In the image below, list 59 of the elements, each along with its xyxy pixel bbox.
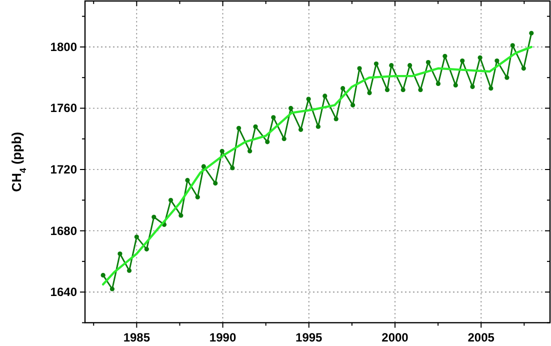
point bbox=[134, 234, 139, 240]
point bbox=[453, 82, 458, 88]
point bbox=[185, 178, 190, 183]
point bbox=[195, 194, 200, 200]
point bbox=[367, 90, 372, 96]
y-tick-label: 1640 bbox=[50, 285, 78, 300]
point bbox=[316, 124, 320, 129]
y-tick-label: 1720 bbox=[50, 162, 78, 177]
point bbox=[494, 58, 500, 64]
point bbox=[126, 268, 132, 273]
y-tick-label: 1680 bbox=[50, 224, 78, 238]
point bbox=[248, 148, 252, 154]
point bbox=[271, 115, 276, 120]
x-tick-label: 2000 bbox=[382, 330, 409, 345]
point bbox=[288, 106, 294, 111]
point bbox=[529, 30, 534, 36]
point bbox=[334, 116, 338, 122]
point bbox=[408, 63, 412, 68]
point bbox=[152, 214, 156, 220]
point bbox=[144, 246, 149, 252]
point bbox=[418, 88, 423, 92]
point bbox=[426, 60, 431, 65]
point bbox=[168, 198, 174, 202]
point bbox=[374, 62, 379, 66]
point bbox=[178, 213, 184, 218]
point bbox=[357, 66, 362, 71]
point bbox=[230, 166, 235, 170]
point bbox=[470, 84, 475, 90]
point bbox=[110, 286, 115, 292]
point bbox=[298, 127, 304, 132]
point bbox=[510, 43, 515, 48]
point bbox=[201, 164, 206, 169]
point bbox=[118, 251, 122, 256]
point bbox=[521, 66, 526, 71]
point bbox=[265, 140, 270, 144]
x-tick-label: 1985 bbox=[123, 330, 150, 345]
point bbox=[488, 86, 494, 91]
point bbox=[282, 136, 286, 142]
point bbox=[213, 180, 218, 186]
point bbox=[100, 272, 106, 278]
point bbox=[384, 88, 390, 92]
x-tick-label: 1990 bbox=[209, 330, 236, 345]
point bbox=[400, 88, 406, 92]
y-tick-label: 1800 bbox=[50, 40, 78, 54]
point bbox=[442, 54, 448, 58]
point bbox=[436, 81, 441, 86]
point bbox=[220, 148, 224, 154]
point bbox=[504, 75, 510, 80]
point bbox=[389, 63, 394, 68]
point bbox=[322, 94, 328, 98]
point bbox=[340, 86, 346, 91]
point bbox=[478, 55, 482, 60]
x-tick-label: 1995 bbox=[296, 330, 323, 345]
point bbox=[253, 124, 258, 129]
y-tick-label: 1760 bbox=[50, 101, 78, 116]
point bbox=[236, 126, 242, 130]
point bbox=[306, 96, 311, 102]
x-tick-label: 2005 bbox=[468, 330, 495, 345]
point bbox=[350, 102, 356, 108]
